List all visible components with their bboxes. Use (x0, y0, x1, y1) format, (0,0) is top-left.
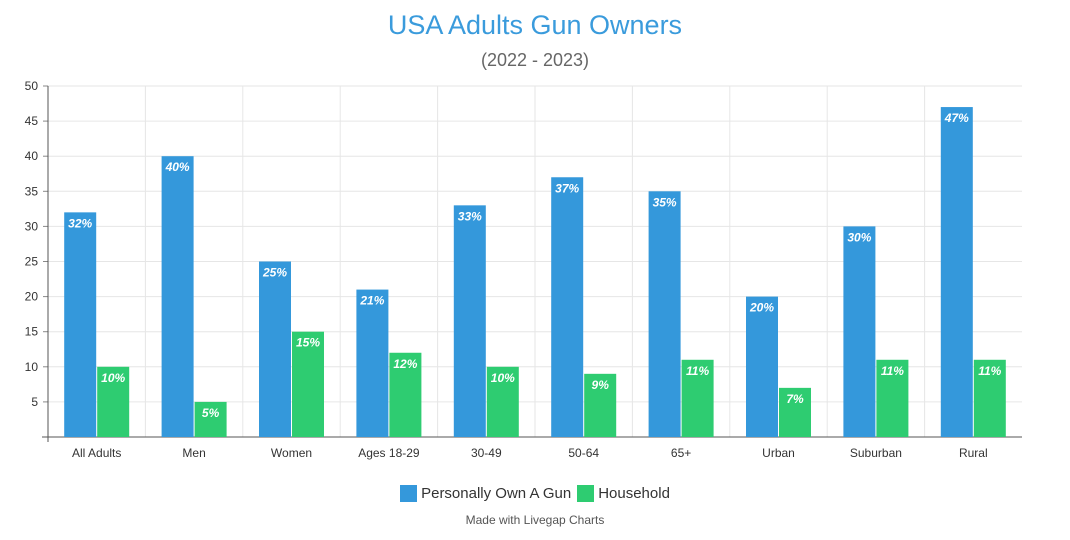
y-tick-label: 5 (31, 395, 38, 409)
bar-value-label: 21% (359, 294, 384, 308)
legend-item-household[interactable]: Household (577, 485, 670, 502)
grid-lines (48, 85, 1022, 437)
bar-value-label: 10% (491, 371, 515, 385)
y-tick-label: 10 (25, 360, 39, 374)
bar-value-label: 10% (101, 371, 125, 385)
x-tick-label: All Adults (72, 446, 121, 460)
x-tick-label: Rural (959, 446, 988, 460)
bar-value-label: 5% (202, 406, 220, 420)
bar-value-label: 20% (749, 301, 774, 315)
bar-personal[interactable] (648, 191, 681, 437)
credit-text[interactable]: Made with Livegap Charts (465, 513, 605, 527)
y-tick-label: 50 (25, 79, 39, 93)
bar-value-label: 11% (686, 364, 709, 378)
x-tick-label: Suburban (850, 446, 902, 460)
bar-personal[interactable] (64, 212, 97, 437)
legend-swatch-household (577, 485, 595, 502)
x-tick-label: 65+ (671, 446, 691, 460)
x-tick-label: Urban (762, 446, 795, 460)
bar-value-label: 9% (592, 378, 610, 392)
y-tick-label: 40 (25, 149, 39, 163)
x-tick-label: Women (271, 446, 312, 460)
legend-label-personal: Personally Own A Gun (421, 485, 572, 502)
bar-personal[interactable] (259, 261, 291, 438)
bar-value-label: 33% (458, 209, 482, 223)
y-tick-label: 30 (25, 219, 39, 233)
bar-value-label: 25% (262, 266, 287, 280)
bar-value-label: 40% (165, 160, 190, 174)
bar-personal[interactable] (453, 205, 486, 437)
bars (64, 107, 1006, 437)
y-tick-label: 25 (25, 255, 39, 269)
y-tick-label: 35 (25, 184, 39, 198)
bar-household[interactable] (97, 366, 130, 437)
bar-household[interactable] (194, 401, 227, 437)
bar-personal[interactable] (843, 226, 876, 437)
bar-personal[interactable] (746, 296, 778, 437)
bar-value-label: 11% (881, 364, 904, 378)
legend-item-personal[interactable]: Personally Own A Gun (400, 485, 571, 502)
bar-personal[interactable] (940, 107, 973, 437)
bar-household[interactable] (584, 373, 617, 437)
bar-household[interactable] (973, 359, 1006, 437)
legend: Personally Own A Gun Household (0, 485, 1070, 502)
bar-value-label: 35% (653, 195, 677, 209)
bar-value-label: 15% (296, 336, 320, 350)
x-tick-label: Men (182, 446, 205, 460)
legend-swatch-personal (400, 485, 418, 502)
legend-label-household: Household (598, 485, 670, 502)
x-tick-label: Ages 18-29 (358, 446, 420, 460)
labels: 5 10 15 20 25 30 35 40 45 50 32% 10% All Adults 40% 5%… (25, 79, 1002, 460)
y-tick-label: 20 (25, 290, 39, 304)
y-tick-label: 45 (25, 114, 39, 128)
bar-value-label: 30% (847, 230, 871, 244)
bar-value-label: 7% (786, 392, 804, 406)
bar-value-label: 12% (393, 357, 417, 371)
chart-title: USA Adults Gun Owners (387, 10, 683, 40)
bar-value-label: 32% (68, 216, 92, 230)
bar-household[interactable] (876, 359, 909, 437)
bar-value-label: 47% (944, 111, 969, 125)
bar-household[interactable] (681, 359, 714, 437)
bar-household[interactable] (292, 331, 324, 437)
bar-household[interactable] (389, 352, 422, 437)
y-tick-label: 15 (25, 325, 39, 339)
x-tick-label: 30-49 (471, 446, 502, 460)
bar-value-label: 11% (978, 364, 1001, 378)
bar-personal[interactable] (161, 156, 194, 437)
bar-household[interactable] (486, 366, 519, 437)
x-tick-label: 50-64 (568, 446, 599, 460)
bar-household[interactable] (779, 387, 811, 437)
bar-personal[interactable] (551, 177, 584, 437)
bar-personal[interactable] (356, 289, 389, 437)
bar-chart: 5 10 15 20 25 30 35 40 45 50 32% 10% All Adults 40% 5%… (25, 79, 1022, 460)
chart-subtitle: (2022 - 2023) (480, 50, 590, 70)
bar-value-label: 37% (555, 181, 579, 195)
